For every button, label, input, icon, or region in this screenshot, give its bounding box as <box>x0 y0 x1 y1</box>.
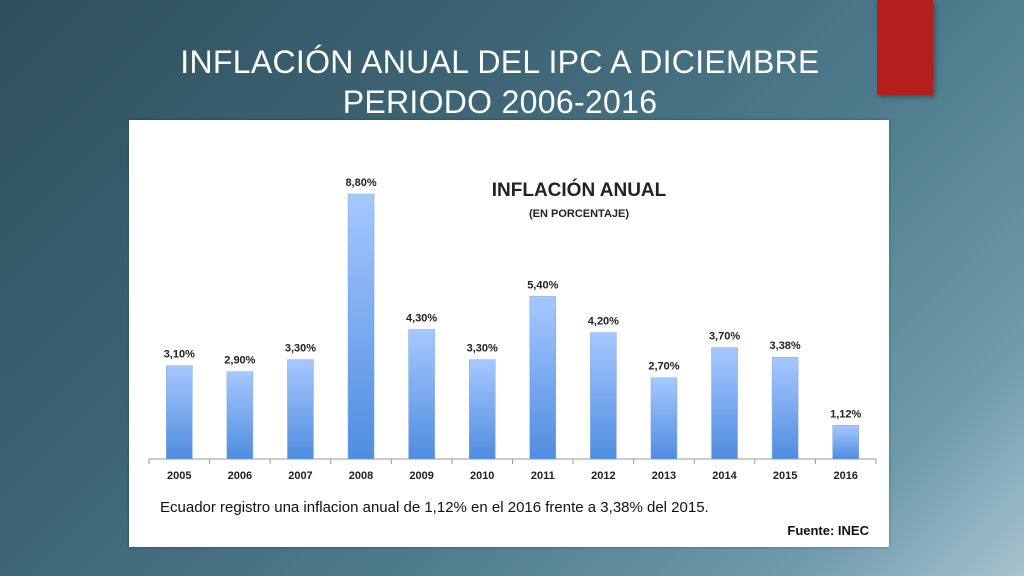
chart-title: INFLACIÓN ANUAL <box>491 180 667 201</box>
x-tick-label-2005: 2005 <box>167 470 191 482</box>
bar-2005 <box>166 365 193 460</box>
bar-2011 <box>529 296 557 460</box>
data-label-2011: 5,40% <box>527 279 558 291</box>
data-label-2016: 1,12% <box>830 408 861 420</box>
x-tick-label-2010: 2010 <box>470 470 494 482</box>
bar-2009 <box>408 329 435 460</box>
data-label-2008: 8,80% <box>345 177 376 189</box>
chart-source: Fuente: INEC <box>787 523 869 538</box>
bar-2010 <box>468 359 496 460</box>
x-tick-label-2008: 2008 <box>349 470 373 482</box>
slide-title-line2: PERIODO 2006-2016 <box>342 84 658 120</box>
x-tick-label-2006: 2006 <box>228 470 252 482</box>
chart-note: Ecuador registro una inflacion anual de … <box>160 499 709 516</box>
x-tick-label-2016: 2016 <box>833 470 857 482</box>
data-label-2014: 3,70% <box>709 331 740 343</box>
bar-2008 <box>347 193 375 460</box>
x-tick-label-2012: 2012 <box>591 470 615 482</box>
x-tick-label-2015: 2015 <box>773 470 797 482</box>
bar-2013 <box>650 377 678 460</box>
data-label-2005: 3,10% <box>164 349 195 361</box>
data-label-2007: 3,30% <box>285 343 316 355</box>
data-label-2010: 3,30% <box>467 343 498 355</box>
data-label-2013: 2,70% <box>648 361 679 373</box>
bar-2007 <box>287 359 314 460</box>
x-tick-label-2011: 2011 <box>531 470 555 482</box>
slide-title-line1: INFLACIÓN ANUAL DEL IPC A DICIEMBRE <box>180 44 820 80</box>
bar-2016 <box>832 425 859 460</box>
bar-2014 <box>711 347 738 460</box>
chart-subtitle: (EN PORCENTAJE) <box>528 208 630 220</box>
data-label-2015: 3,38% <box>770 340 801 352</box>
data-label-2006: 2,90% <box>224 355 255 367</box>
data-label-2009: 4,30% <box>406 313 437 325</box>
data-label-2012: 4,20% <box>588 316 619 328</box>
bar-chart: 3,10% 2005 2,90% 2006 3,30% 2007 8,80% 2008 4,30… <box>148 177 877 482</box>
bar-2015 <box>771 356 799 460</box>
chart-card: 3,10% 2005 2,90% 2006 3,30% 2007 8,80% 2008 4,30… <box>129 120 889 547</box>
x-tick-label-2009: 2009 <box>409 470 433 482</box>
bar-2006 <box>226 371 254 460</box>
slide-title: INFLACIÓN ANUAL DEL IPC A DICIEMBRE PERI… <box>130 42 870 122</box>
x-tick-label-2007: 2007 <box>288 470 312 482</box>
x-tick-label-2013: 2013 <box>652 470 676 482</box>
x-tick-label-2014: 2014 <box>712 470 737 482</box>
decorative-red-tab <box>877 0 933 95</box>
bar-2012 <box>590 332 617 460</box>
